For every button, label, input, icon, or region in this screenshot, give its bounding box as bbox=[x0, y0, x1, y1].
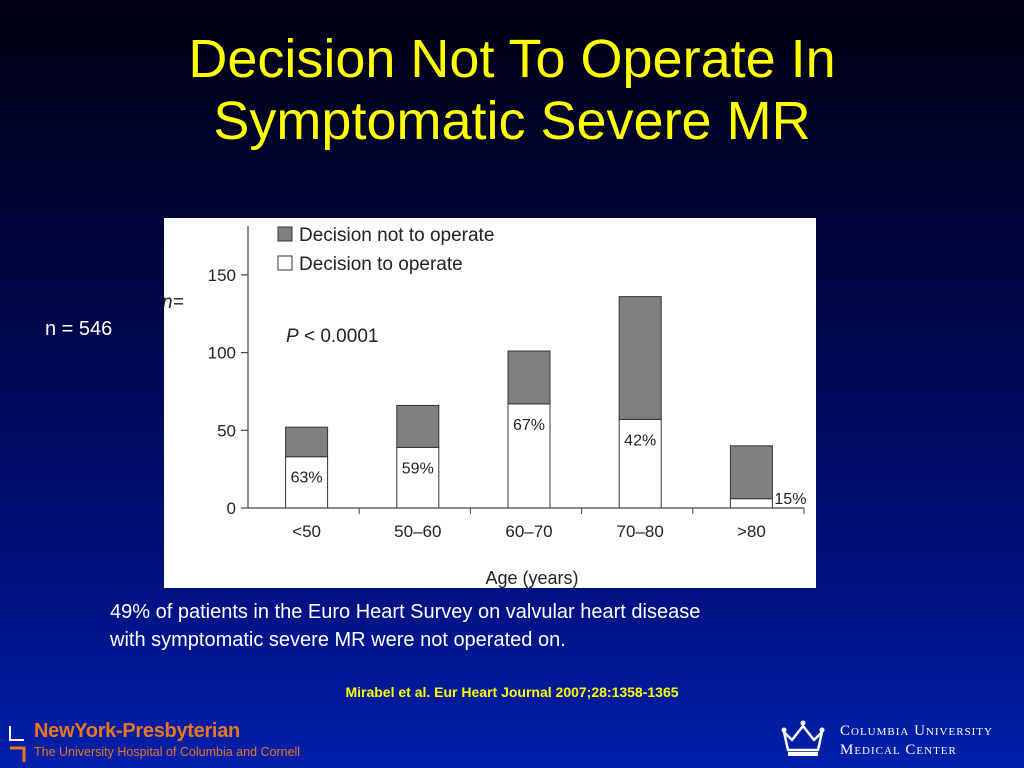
bar-operate bbox=[507, 403, 551, 509]
x-axis: <50 50–60 60–70 70–80 >80 bbox=[248, 507, 805, 541]
x-tick-label: 50–60 bbox=[394, 522, 441, 541]
bar-percent-label: 63% bbox=[291, 470, 323, 487]
x-axis-label: Age (years) bbox=[485, 568, 578, 588]
nyp-subtitle: The University Hospital of Columbia and … bbox=[34, 745, 301, 759]
columbia-logo: Columbia University Medical Center bbox=[778, 718, 1018, 764]
legend-label: Decision to operate bbox=[299, 254, 463, 275]
bar-percent-label: 59% bbox=[402, 460, 434, 477]
crown-icon bbox=[781, 720, 825, 756]
legend-swatch bbox=[277, 226, 293, 242]
y-tick-label: 150 bbox=[208, 266, 236, 285]
bar-operate bbox=[618, 418, 662, 509]
y-tick-label: 100 bbox=[208, 344, 236, 363]
x-tick-label: <50 bbox=[292, 522, 321, 541]
columbia-line-2: Medical Center bbox=[840, 742, 957, 758]
bar-not-operate bbox=[618, 296, 662, 420]
bar-not-operate bbox=[285, 426, 329, 458]
slide-title: Decision Not To Operate In Symptomatic S… bbox=[0, 28, 1024, 152]
bar-operate bbox=[396, 446, 440, 509]
p-value-prefix: P bbox=[286, 326, 299, 347]
y-tick-label: 0 bbox=[227, 499, 236, 518]
caption-line-1: 49% of patients in the Euro Heart Survey… bbox=[110, 601, 701, 623]
legend-swatch bbox=[277, 255, 293, 271]
columbia-text: Columbia University Medical Center bbox=[840, 722, 993, 760]
bar-not-operate bbox=[507, 350, 551, 405]
x-tick-label: 70–80 bbox=[617, 522, 664, 541]
bar-percent-label: 42% bbox=[624, 432, 656, 449]
bar-percent-label: 15% bbox=[774, 491, 806, 508]
bar-operate bbox=[729, 498, 773, 509]
title-line-1: Decision Not To Operate In bbox=[188, 29, 836, 89]
nyp-logo: NewYork-Presbyterian The University Hosp… bbox=[8, 718, 348, 766]
citation: Mirabel et al. Eur Heart Journal 2007;28… bbox=[345, 684, 679, 700]
legend: Decision not to operate Decision to opera… bbox=[277, 225, 494, 275]
nyp-bracket-icon bbox=[9, 726, 26, 762]
y-axis: 0 50 100 150 bbox=[208, 226, 249, 518]
bar-operate bbox=[285, 456, 329, 509]
legend-label: Decision not to operate bbox=[299, 225, 494, 246]
bar-not-operate bbox=[729, 445, 773, 500]
bars-group: 63% 59% 67% 42% 15% bbox=[285, 296, 806, 509]
columbia-line-1: Columbia University bbox=[840, 723, 993, 739]
stacked-bar-chart: 0 50 100 150 63% 59% 67% 42% 15% <50 50–60 60–70 7… bbox=[164, 218, 816, 588]
caption-line-2: with symptomatic severe MR were not oper… bbox=[110, 629, 566, 651]
chart-svg: 0 50 100 150 63% 59% 67% 42% 15% <50 50–60 60–70 7… bbox=[164, 225, 806, 588]
p-value-text: < 0.0001 bbox=[299, 326, 379, 347]
nyp-name: NewYork-Presbyterian bbox=[34, 720, 240, 742]
p-value-annotation: P < 0.0001 bbox=[286, 326, 378, 347]
bar-not-operate bbox=[396, 404, 440, 448]
sample-size-label: n = 546 bbox=[45, 318, 113, 340]
x-tick-label: >80 bbox=[737, 522, 766, 541]
slide-caption: 49% of patients in the Euro Heart Survey… bbox=[110, 598, 910, 654]
y-axis-label: n= bbox=[164, 292, 184, 313]
title-line-2: Symptomatic Severe MR bbox=[213, 91, 811, 151]
x-tick-label: 60–70 bbox=[505, 522, 552, 541]
y-tick-label: 50 bbox=[217, 421, 236, 440]
bar-percent-label: 67% bbox=[513, 417, 545, 434]
